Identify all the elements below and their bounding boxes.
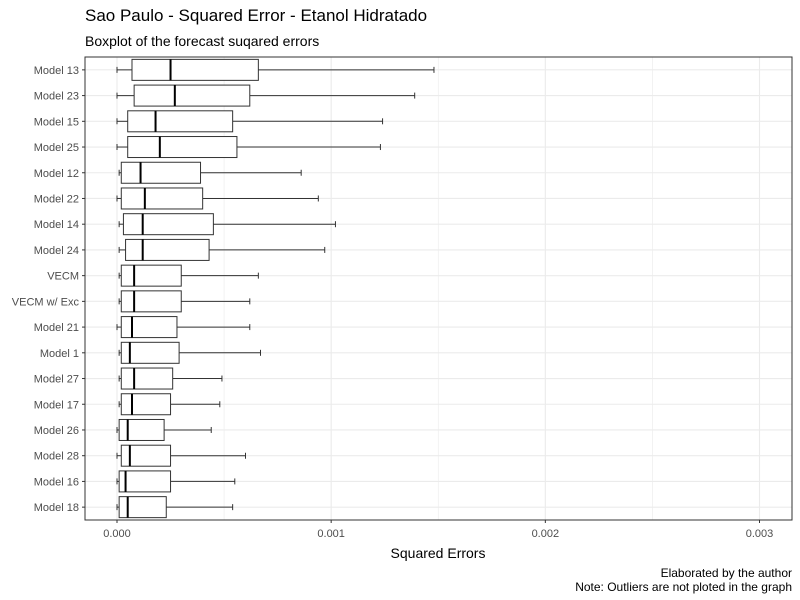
caption-note: Note: Outliers are not ploted in the gra… [575,580,792,594]
y-tick-label: Model 21 [34,322,79,334]
x-tick-label: 0.003 [746,528,774,540]
x-axis-title: Squared Errors [391,545,486,561]
box-vecm [118,264,259,287]
iqr-box [125,238,210,261]
y-tick-label: Model 28 [34,451,79,463]
box-model-13 [116,58,435,81]
iqr-box [120,264,182,287]
x-tick-label: 0.001 [317,528,345,540]
box-model-17 [118,393,221,416]
x-tick-label: 0.000 [103,528,131,540]
iqr-box [127,110,234,133]
box-vecm-w-exc [118,290,251,313]
y-tick-label: Model 15 [34,116,79,128]
iqr-box [120,290,182,313]
y-tick-label: Model 17 [34,399,79,411]
y-tick-label: Model 16 [34,476,79,488]
box-model-18 [116,496,234,519]
y-tick-label: VECM w/ Exc [12,296,80,308]
y-tick-label: Model 13 [34,65,79,77]
y-tick-label: Model 22 [34,193,79,205]
iqr-box [118,470,172,493]
iqr-box [120,316,178,339]
box-model-25 [116,136,381,159]
y-tick-label: Model 24 [34,245,79,257]
x-tick-labels: 0.000 0.001 0.002 0.003 [103,520,773,540]
caption: Elaborated by the author Note: Outliers … [575,566,792,594]
chart-subtitle: Boxplot of the forecast suqared errors [85,33,320,49]
box-model-21 [116,316,251,339]
iqr-box [120,187,204,210]
iqr-box [127,136,238,159]
box-model-15 [116,110,384,133]
iqr-box [118,496,167,519]
box-model-1 [118,341,261,364]
box-model-14 [118,213,336,236]
box-model-28 [116,444,246,467]
iqr-box [120,341,180,364]
iqr-box [120,367,174,390]
chart-title: Sao Paulo - Squared Error - Etanol Hidra… [85,6,428,25]
y-tick-label: VECM [47,271,79,283]
box-model-24 [118,238,326,261]
y-tick-label: Model 26 [34,425,79,437]
iqr-box [131,58,259,81]
caption-credit: Elaborated by the author [660,566,792,580]
iqr-box [118,418,165,441]
box-layer [116,58,435,519]
iqr-box [122,213,214,236]
y-tick-label: Model 12 [34,168,79,180]
y-tick-label: Model 27 [34,374,79,386]
box-model-16 [116,470,236,493]
y-tick-labels: Model 13 Model 23 Model 15 Model 25 Model 12… [12,65,85,514]
box-model-12 [118,161,302,184]
x-tick-label: 0.002 [532,528,560,540]
y-tick-label: Model 1 [40,348,79,360]
y-tick-label: Model 18 [34,502,79,514]
y-tick-label: Model 14 [34,219,79,231]
y-tick-label: Model 23 [34,91,79,103]
panel-border [84,56,793,521]
iqr-box [120,161,202,184]
iqr-box [120,393,172,416]
box-model-23 [116,84,416,107]
iqr-box [120,444,172,467]
box-model-26 [116,418,212,441]
y-tick-label: Model 25 [34,142,79,154]
box-model-27 [118,367,223,390]
box-model-22 [116,187,319,210]
iqr-box [133,84,251,107]
